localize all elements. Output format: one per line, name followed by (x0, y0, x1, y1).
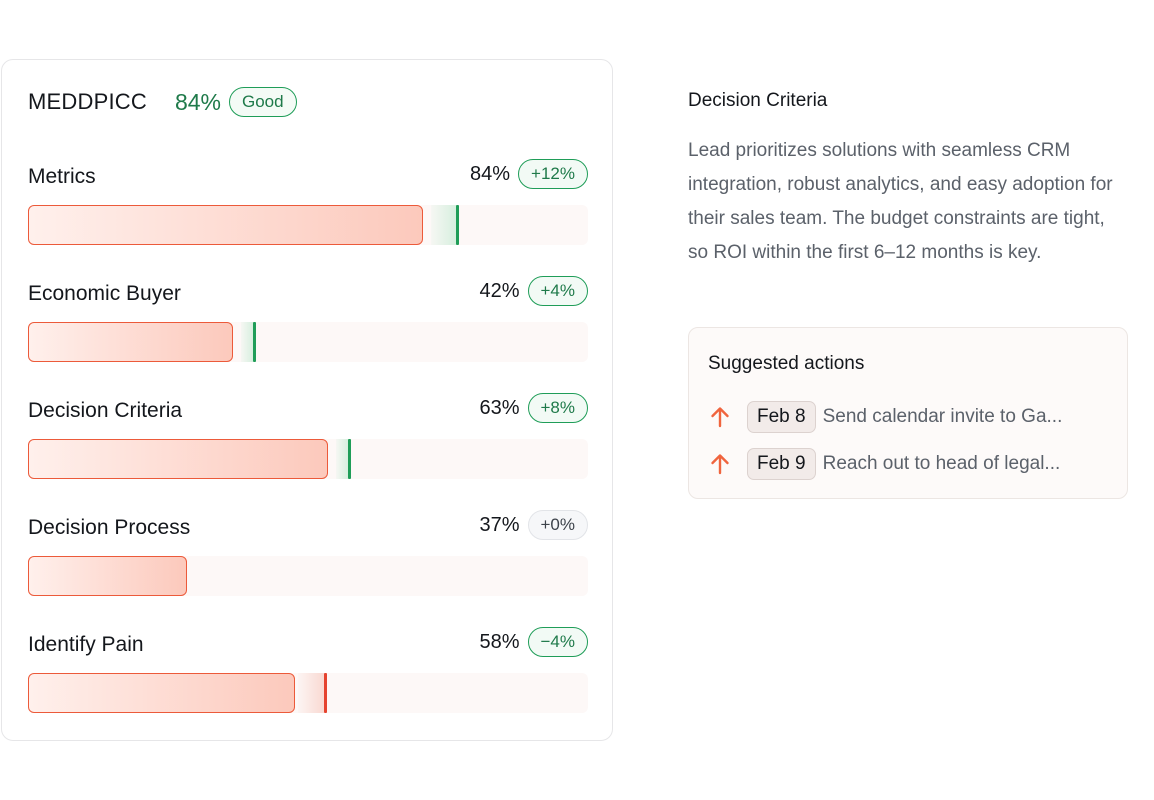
previous-value-marker (324, 673, 327, 713)
metric-percent: 42% (479, 279, 520, 302)
progress-fill (28, 673, 295, 713)
action-item[interactable]: Feb 8 Send calendar invite to Ga... (708, 401, 1118, 433)
suggested-actions-title: Suggested actions (708, 353, 865, 374)
metric-row-identify-pain[interactable]: Identify Pain 58% −4% (28, 627, 588, 717)
previous-value-marker (253, 322, 256, 362)
detail-description: Lead prioritizes solutions with seamless… (688, 140, 1113, 263)
metric-row-economic-buyer[interactable]: Economic Buyer 42% +4% (28, 276, 588, 366)
progress-fill (28, 322, 233, 362)
progress-fill (28, 205, 423, 245)
suggested-actions-panel: Suggested actions Feb 8 Send calendar in… (688, 327, 1128, 499)
previous-value-marker (348, 439, 351, 479)
metric-label: Metrics (28, 165, 96, 188)
metric-row-decision-criteria[interactable]: Decision Criteria 63% +8% (28, 393, 588, 483)
progress-track (28, 205, 588, 245)
action-item[interactable]: Feb 9 Reach out to head of legal... (708, 448, 1118, 480)
meddpicc-card: MEDDPICC 84% Good Metrics 84% +12% Econo… (1, 59, 613, 741)
metric-percent: 37% (479, 513, 520, 536)
progress-track (28, 673, 588, 713)
delta-badge: +8% (527, 393, 588, 423)
delta-badge: +12% (518, 159, 588, 189)
progress-fill (28, 556, 187, 596)
change-indicator (431, 205, 456, 245)
metric-row-decision-process[interactable]: Decision Process 37% +0% (28, 510, 588, 600)
metric-percent: 58% (479, 630, 520, 653)
progress-track (28, 439, 588, 479)
previous-value-marker (456, 205, 459, 245)
detail-title: Decision Criteria (688, 90, 828, 111)
date-chip: Feb 9 (747, 448, 816, 480)
metric-row-metrics[interactable]: Metrics 84% +12% (28, 159, 588, 249)
metric-label: Identify Pain (28, 633, 144, 656)
rating-badge: Good (228, 87, 297, 117)
progress-fill (28, 439, 328, 479)
metric-percent: 63% (479, 396, 520, 419)
delta-badge: +0% (527, 510, 588, 540)
delta-badge: −4% (527, 627, 588, 657)
progress-track (28, 556, 588, 596)
change-indicator (336, 439, 348, 479)
metric-label: Decision Process (28, 516, 191, 539)
metric-label: Economic Buyer (28, 282, 181, 305)
date-chip: Feb 8 (747, 401, 816, 433)
action-text: Send calendar invite to Ga... (822, 406, 1063, 427)
metric-label: Decision Criteria (28, 399, 183, 422)
delta-badge: +4% (527, 276, 588, 306)
arrow-up-icon (708, 405, 732, 429)
change-indicator (241, 322, 253, 362)
action-text: Reach out to head of legal... (822, 453, 1061, 474)
card-title: MEDDPICC (28, 89, 147, 114)
overall-score: 84% (174, 88, 221, 115)
arrow-up-icon (708, 452, 732, 476)
metric-percent: 84% (470, 162, 511, 185)
change-indicator (298, 673, 324, 713)
progress-track (28, 322, 588, 362)
card-header: MEDDPICC 84% Good (28, 86, 297, 118)
